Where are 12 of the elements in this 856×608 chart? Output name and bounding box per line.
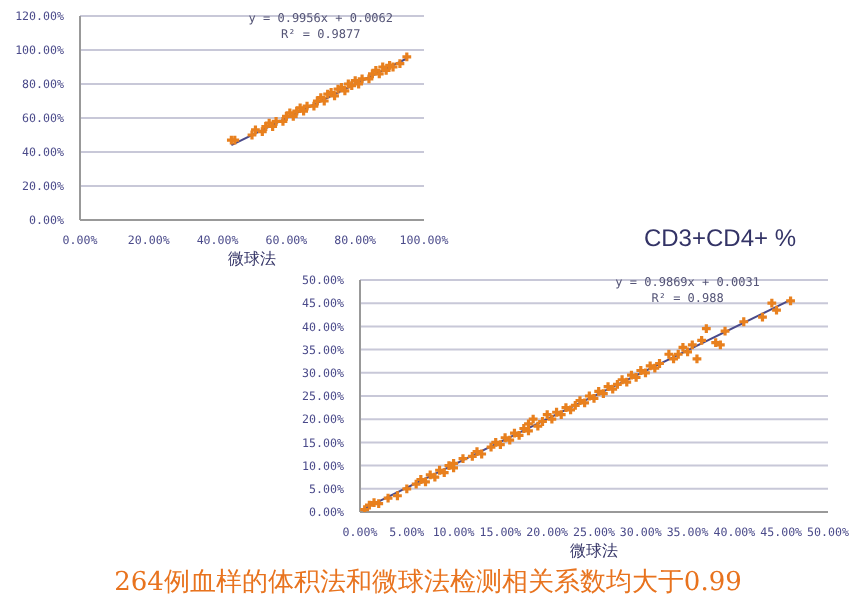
point — [278, 117, 288, 126]
point — [309, 101, 319, 111]
point — [247, 130, 257, 140]
point — [302, 101, 312, 111]
point — [364, 74, 374, 84]
chart-title: CD3+CD4+ % — [643, 224, 796, 252]
text: 264例血样的体积法和微球法检测相关系数均大于0.99 — [112, 566, 744, 600]
point — [402, 52, 412, 62]
point — [395, 59, 405, 68]
x-axis-title: 微球法 — [568, 540, 620, 562]
point — [251, 125, 260, 135]
x-axis-title: 微球法 — [226, 248, 278, 270]
